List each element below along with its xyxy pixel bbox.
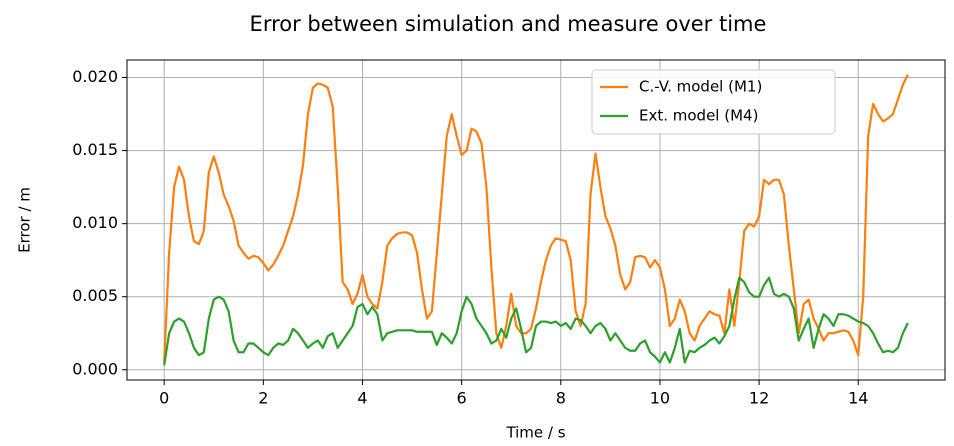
y-tick-label: 0.000 <box>72 359 118 378</box>
chart-title: Error between simulation and measure ove… <box>250 12 767 36</box>
y-tick-label: 0.010 <box>72 213 118 232</box>
x-axis-label: Time / s <box>505 424 565 442</box>
y-axis-label: Error / m <box>16 187 34 253</box>
x-tick-label: 8 <box>556 389 566 408</box>
series-line <box>163 74 909 363</box>
legend-box <box>591 69 836 135</box>
series-line <box>163 276 909 366</box>
y-tick-label: 0.015 <box>72 140 118 159</box>
legend-label: C.-V. model (M1) <box>639 78 762 96</box>
x-tick-label: 4 <box>357 389 367 408</box>
legend-label: Ext. model (M4) <box>639 107 758 125</box>
plot-frame <box>126 59 946 381</box>
legend: C.-V. model (M1) Ext. model (M4) <box>591 69 836 135</box>
x-tick-label: 12 <box>749 389 769 408</box>
x-tick-label: 10 <box>650 389 670 408</box>
x-tick-label: 14 <box>848 389 868 408</box>
x-tick-label: 6 <box>457 389 467 408</box>
y-tick-label: 0.020 <box>72 67 118 86</box>
x-tick-label: 0 <box>159 389 169 408</box>
x-tick-label: 2 <box>258 389 268 408</box>
y-tick-label: 0.005 <box>72 286 118 305</box>
